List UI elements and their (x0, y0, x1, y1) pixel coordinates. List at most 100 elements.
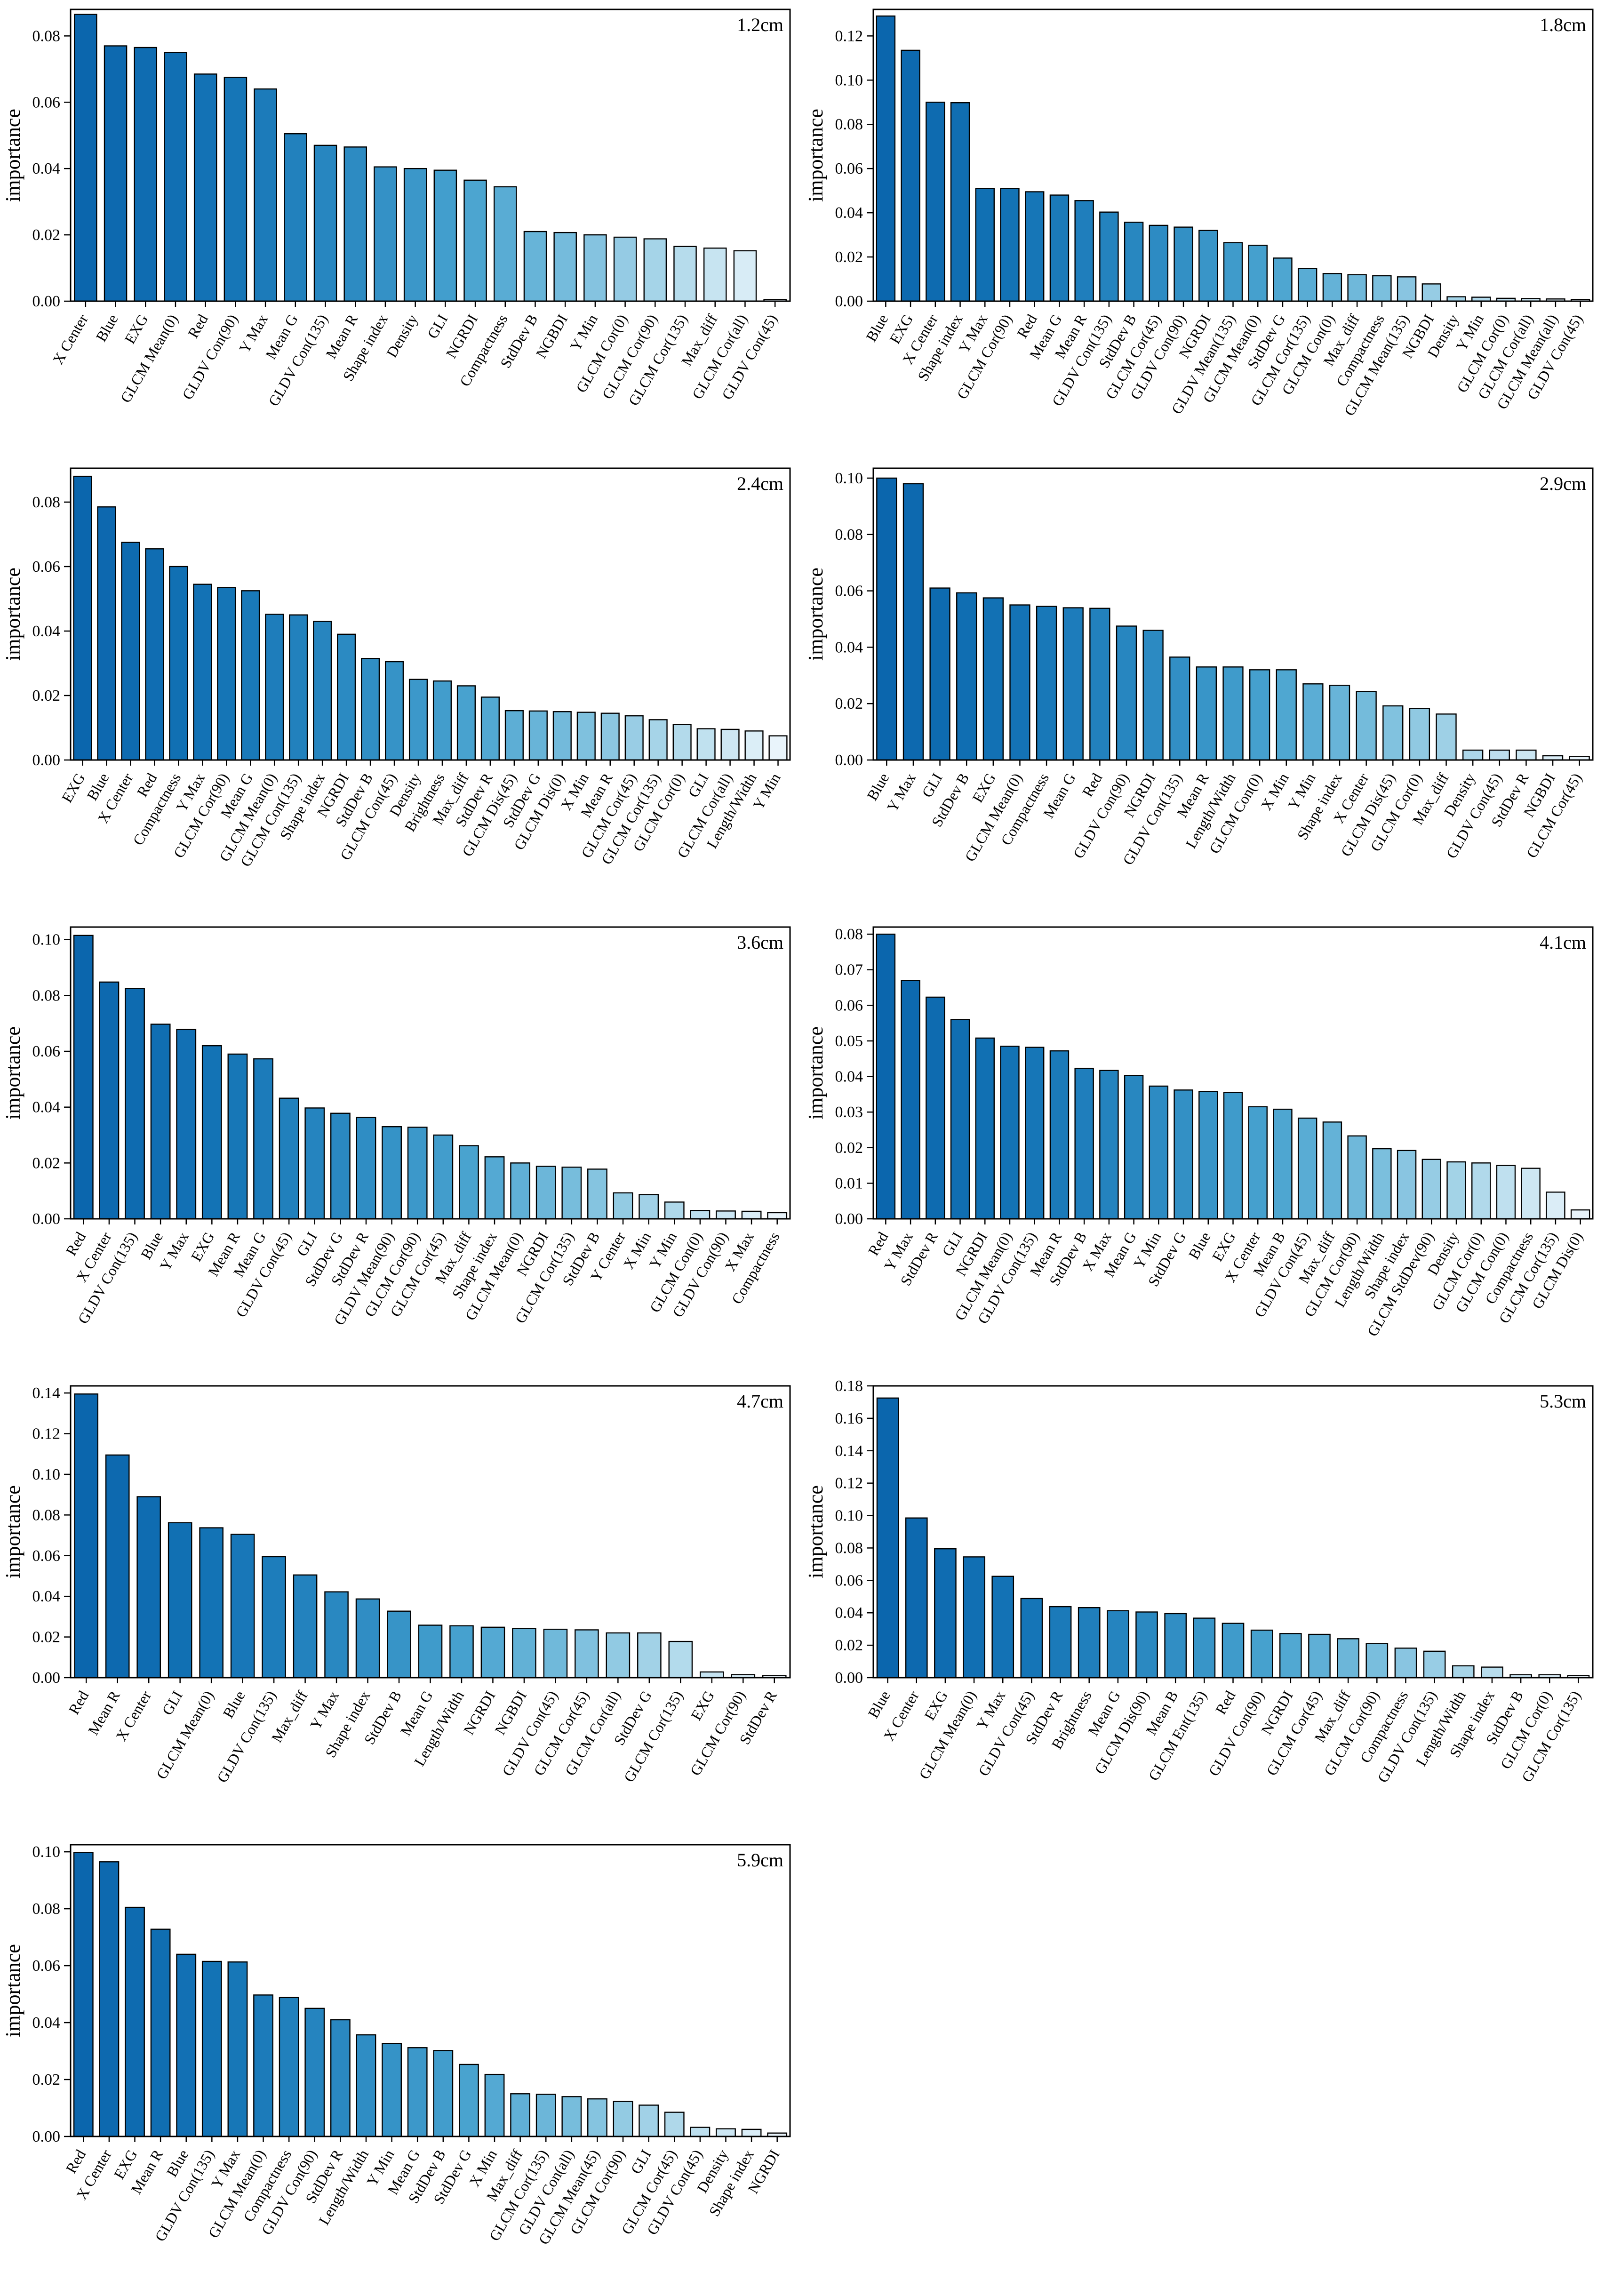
bar (1372, 275, 1392, 302)
bar (553, 232, 577, 302)
bar (583, 234, 607, 302)
y-tick-label: 0.12 (835, 27, 863, 45)
y-tick-label: 0.00 (835, 293, 863, 310)
bar (382, 2043, 402, 2137)
bar (304, 2008, 325, 2137)
chart-panel: 0.00 0.02 0.04 0.06 0.08 0.10 0.12 Blue EXG X Cen… (803, 0, 1605, 459)
bar (1250, 1629, 1273, 1679)
bar (1036, 606, 1057, 761)
bar (523, 231, 547, 302)
bar (1009, 604, 1030, 761)
y-tick-label: 0.06 (32, 1957, 61, 1975)
y-tick-label: 0.04 (32, 1588, 61, 1605)
bar (1302, 683, 1324, 761)
y-tick-label: 0.00 (32, 1669, 61, 1687)
bar (387, 1610, 411, 1679)
bar (552, 711, 572, 761)
y-tick-label: 0.06 (32, 1547, 61, 1565)
y-tick-label: 0.04 (32, 2014, 61, 2032)
bar (403, 168, 427, 302)
bar (1062, 607, 1084, 761)
bar (624, 715, 644, 761)
bar (1322, 273, 1342, 302)
bar (73, 1852, 94, 2137)
y-tick-label: 0.08 (32, 27, 61, 45)
bar (696, 728, 716, 761)
bar (982, 597, 1004, 761)
bar (254, 88, 277, 302)
bar (643, 238, 667, 302)
bar (456, 685, 476, 761)
bar (1308, 1633, 1331, 1679)
bar (1116, 625, 1137, 761)
y-tick-label: 0.12 (32, 1425, 61, 1443)
bar (1074, 1067, 1094, 1220)
y-tick-label: 0.08 (32, 1506, 61, 1524)
bar (1421, 283, 1442, 302)
bar (720, 728, 740, 761)
bar (700, 1671, 724, 1679)
bar (1279, 1633, 1302, 1679)
bar (73, 475, 92, 761)
bar (484, 2073, 505, 2137)
bar (1025, 191, 1045, 302)
x-tick-label: Blue (92, 312, 121, 344)
bar (1521, 1168, 1541, 1220)
bar (1347, 1135, 1367, 1220)
bar (1248, 244, 1268, 302)
bar (1222, 1623, 1245, 1679)
bar (1322, 1121, 1342, 1220)
bar (168, 1522, 192, 1679)
bar (1409, 708, 1430, 761)
bar (1198, 1091, 1218, 1220)
bar (1223, 242, 1243, 302)
bar (1570, 1209, 1590, 1220)
bar (324, 1591, 349, 1679)
y-tick-label: 0.02 (32, 226, 61, 244)
bar (1276, 669, 1297, 761)
y-tick-label: 0.00 (32, 752, 61, 769)
panel-title: 5.9cm (737, 1849, 783, 1871)
y-tick-label: 0.08 (32, 1900, 61, 1918)
bar (1107, 1610, 1129, 1679)
bar (289, 614, 308, 761)
bar (136, 1496, 161, 1679)
y-tick-label: 0.06 (32, 1043, 61, 1060)
bar (528, 710, 548, 761)
y-tick-label: 0.02 (835, 1139, 863, 1157)
bar (606, 1632, 631, 1679)
chart-panel: 0.00 0.02 0.04 0.06 0.08 0.10 Red X Center GLDV … (0, 918, 803, 1376)
bar (418, 1624, 443, 1679)
bar (1049, 1050, 1070, 1220)
y-tick-label: 0.16 (835, 1410, 863, 1427)
bar (343, 146, 367, 302)
bar (356, 2034, 376, 2137)
bar (253, 1994, 273, 2137)
y-tick-label: 0.00 (835, 752, 863, 769)
bar (74, 1393, 99, 1679)
bar (408, 679, 428, 761)
bar (672, 724, 692, 761)
bar (1356, 691, 1377, 761)
x-tick-label: EXG (921, 1688, 951, 1723)
bar (876, 1397, 899, 1679)
x-tick-label: X Center (49, 311, 92, 367)
bar (716, 2128, 736, 2137)
bar (279, 1097, 299, 1220)
bar (265, 614, 284, 761)
x-tick-label: Red (1078, 770, 1105, 800)
bar (493, 186, 517, 302)
bar (433, 1134, 454, 1220)
bar (561, 1167, 582, 1220)
y-tick-label: 0.02 (835, 1637, 863, 1654)
bar (480, 696, 500, 761)
bar (1297, 268, 1318, 302)
bar (480, 1626, 505, 1679)
bar (125, 1906, 145, 2137)
y-tick-label: 0.08 (32, 494, 61, 511)
bar (926, 102, 945, 302)
bar (1124, 222, 1144, 302)
y-tick-label: 0.06 (835, 997, 863, 1014)
bar (744, 730, 764, 761)
